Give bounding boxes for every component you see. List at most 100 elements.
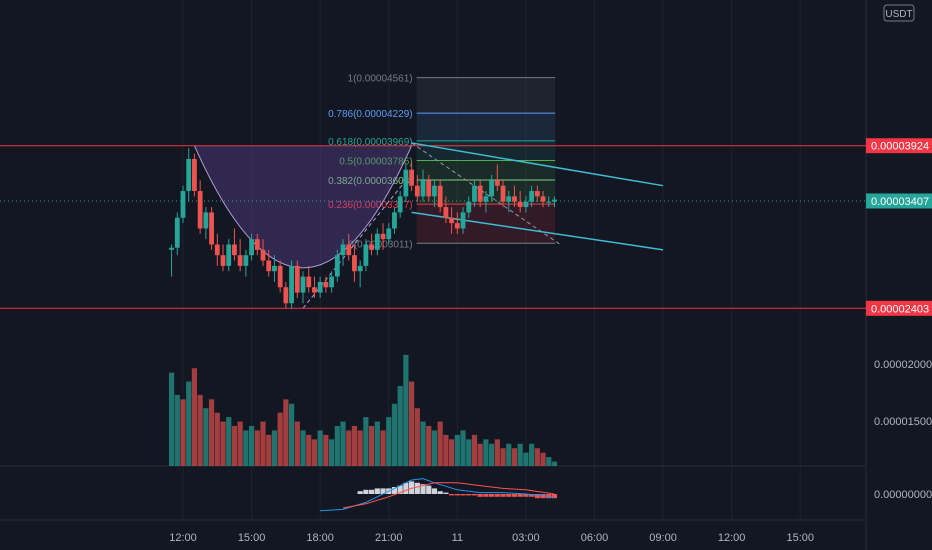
candles bbox=[169, 148, 557, 309]
candle-body bbox=[540, 196, 546, 202]
candle-body bbox=[500, 185, 506, 202]
macd-histogram-bar bbox=[357, 491, 363, 494]
volume-bar bbox=[368, 426, 375, 466]
candle-body bbox=[460, 212, 466, 229]
macd-histogram-bar bbox=[414, 482, 420, 494]
candle-body bbox=[443, 207, 449, 218]
volume-bar bbox=[243, 430, 249, 466]
volume-bar bbox=[323, 434, 329, 466]
fib-zone bbox=[416, 140, 556, 161]
macd-histogram-bar bbox=[529, 494, 535, 497]
volume-bar bbox=[334, 426, 340, 466]
volume-bar bbox=[300, 430, 306, 466]
volume-bar bbox=[506, 443, 512, 466]
candle-body bbox=[226, 244, 232, 266]
volume-bar bbox=[511, 448, 518, 466]
currency-label: USDT bbox=[885, 9, 912, 20]
candle-body bbox=[426, 180, 432, 197]
volume-bar bbox=[328, 439, 335, 466]
volume-bar bbox=[460, 430, 466, 466]
volume-bar bbox=[397, 386, 403, 466]
cup-pattern bbox=[193, 142, 561, 309]
price-tag-label: 0.00003407 bbox=[871, 196, 929, 208]
volume-bar bbox=[489, 443, 495, 466]
volume-bar bbox=[386, 417, 392, 466]
volume-bar bbox=[340, 421, 346, 466]
macd-histogram-bar bbox=[494, 494, 500, 497]
candle-body bbox=[243, 255, 249, 266]
candle-body bbox=[346, 244, 352, 256]
candle-body bbox=[449, 217, 455, 224]
volume-bar bbox=[374, 421, 380, 466]
volume-bar bbox=[409, 381, 415, 466]
candle-body bbox=[214, 244, 220, 256]
time-axis-tick-label: 21:00 bbox=[375, 532, 403, 544]
volume-bar bbox=[380, 430, 386, 466]
volume-bars bbox=[168, 354, 558, 466]
candle-body bbox=[174, 217, 180, 248]
volume-bar bbox=[471, 434, 478, 466]
volume-bar bbox=[294, 421, 300, 466]
macd-histogram-bar bbox=[437, 491, 443, 494]
candle-body bbox=[186, 158, 192, 192]
candle-body bbox=[432, 185, 437, 197]
macd-histogram-bar bbox=[431, 488, 438, 494]
dashed-trend-line bbox=[411, 142, 561, 245]
fib-level-label: 1(0.00004561) bbox=[348, 74, 413, 85]
fib-level-label: 0(0.00003011) bbox=[348, 239, 412, 250]
price-tag-bg bbox=[866, 138, 932, 154]
volume-bar bbox=[254, 430, 260, 466]
cup-dashed-line bbox=[302, 180, 407, 309]
volume-bar bbox=[403, 354, 409, 466]
volume-bar bbox=[357, 430, 363, 466]
candle-body bbox=[340, 244, 346, 256]
macd-histogram-bar bbox=[466, 494, 472, 496]
candle-body bbox=[363, 244, 369, 266]
volume-bar bbox=[346, 430, 352, 466]
volume-bar bbox=[523, 452, 529, 466]
volume-bar bbox=[283, 399, 289, 466]
macd-histogram-bar bbox=[449, 494, 455, 496]
time-axis-tick-label: 15:00 bbox=[786, 532, 814, 544]
macd-histogram-bar bbox=[517, 494, 523, 497]
candle-body bbox=[409, 169, 414, 186]
candle-body bbox=[352, 255, 357, 272]
time-axis-tick-label: 06:00 bbox=[581, 532, 609, 544]
candle-body bbox=[454, 223, 460, 229]
candle-body bbox=[489, 180, 495, 197]
volume-bar bbox=[248, 426, 255, 466]
volume-bar bbox=[540, 452, 546, 466]
candle-body bbox=[466, 201, 472, 213]
volume-bar bbox=[454, 434, 460, 466]
volume-bar bbox=[191, 368, 198, 466]
candle-body bbox=[192, 158, 197, 192]
candle-body bbox=[289, 265, 294, 304]
candle-body bbox=[277, 265, 283, 288]
volume-bar bbox=[420, 421, 426, 466]
fib-level-label: 0.236(0.00003377) bbox=[328, 200, 413, 211]
candle-body bbox=[237, 255, 243, 266]
fib-level-label: 0.786(0.00004229) bbox=[328, 109, 413, 120]
time-axis-tick-label: 12:00 bbox=[718, 532, 746, 544]
volume-bar bbox=[186, 381, 192, 466]
candle-body bbox=[300, 276, 306, 293]
macd-histogram-bar bbox=[380, 488, 386, 494]
macd-axis-tick-label: 0.00000000 bbox=[874, 489, 932, 501]
price-tag-bg bbox=[866, 193, 932, 209]
volume-bar bbox=[534, 448, 540, 466]
candle-body bbox=[169, 247, 174, 250]
time-axis-tick-label: 15:00 bbox=[238, 532, 266, 544]
volume-bar bbox=[203, 408, 209, 466]
candle-body bbox=[317, 281, 323, 293]
candle-body bbox=[414, 185, 420, 197]
fib-level-label: 0.382(0.00003603) bbox=[328, 176, 413, 187]
candle-body bbox=[220, 255, 226, 266]
horizontal-line-price-tag: 0.00002403 bbox=[866, 300, 932, 316]
candle-body bbox=[512, 196, 517, 202]
candle-body bbox=[374, 233, 380, 250]
candle-body bbox=[180, 191, 186, 218]
signal-line bbox=[342, 482, 555, 509]
